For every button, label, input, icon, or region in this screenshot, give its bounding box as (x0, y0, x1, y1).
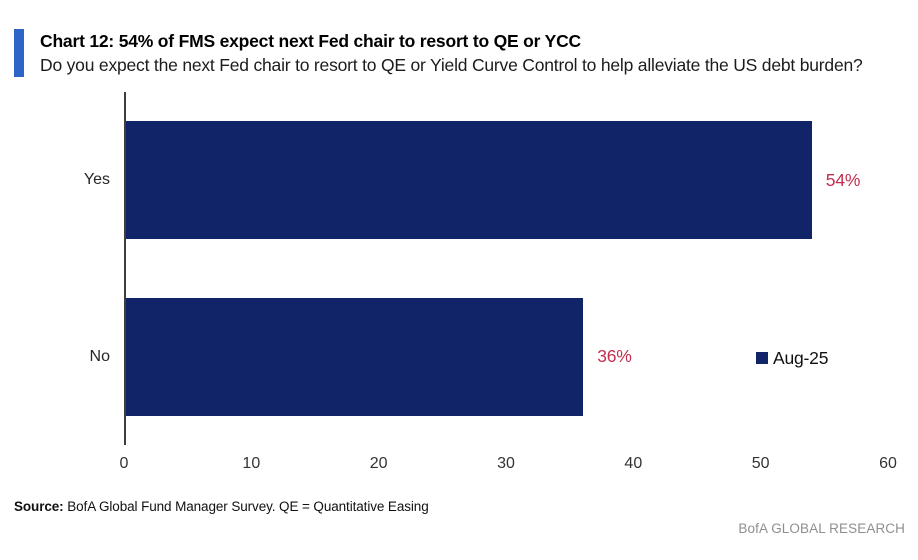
x-tick-0: 0 (119, 455, 129, 472)
source-text: BofA Global Fund Manager Survey. QE = Qu… (63, 499, 429, 514)
brand-footer: BofA GLOBAL RESEARCH (738, 521, 905, 536)
data-label-no: 36% (597, 346, 632, 367)
category-label-yes: Yes (83, 171, 110, 189)
bar-row-no: No 36% (90, 269, 888, 446)
bar-row-yes: Yes 54% (84, 92, 888, 269)
plot-area: Yes 54% No 36% Aug-25 0 10 20 30 40 50 6… (84, 92, 897, 472)
title-block: Chart 12: 54% of FMS expect next Fed cha… (40, 29, 863, 77)
chart-header: Chart 12: 54% of FMS expect next Fed cha… (14, 29, 863, 77)
x-tick-20: 20 (369, 455, 388, 472)
chart-subtitle: Do you expect the next Fed chair to reso… (40, 55, 863, 75)
source-note: Source: BofA Global Fund Manager Survey.… (14, 499, 429, 514)
x-tick-40: 40 (624, 455, 643, 472)
x-tick-50: 50 (751, 455, 770, 472)
x-tick-10: 10 (242, 455, 261, 472)
x-tick-60: 60 (879, 455, 897, 472)
bar-no (126, 297, 584, 416)
y-axis-line (124, 92, 126, 445)
x-tick-30: 30 (497, 455, 515, 472)
legend-swatch-icon (756, 352, 768, 364)
category-label-no: No (89, 347, 110, 365)
title-accent-bar (14, 29, 24, 77)
legend-label: Aug-25 (773, 347, 829, 368)
x-axis-ticks: 0 10 20 30 40 50 60 (120, 445, 897, 475)
bar-yes (126, 121, 812, 240)
chart-title: Chart 12: 54% of FMS expect next Fed cha… (40, 31, 581, 51)
source-label: Source: (14, 499, 64, 514)
legend: Aug-25 (756, 346, 828, 370)
data-label-yes: 54% (825, 169, 861, 190)
